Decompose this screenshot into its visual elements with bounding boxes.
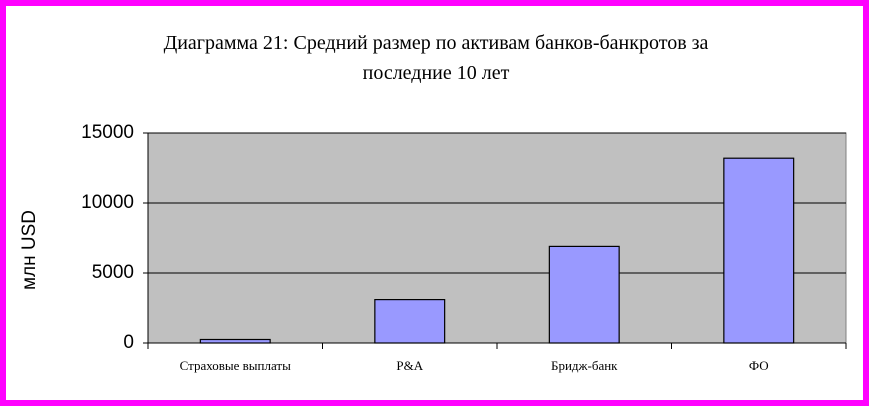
bar (548, 245, 620, 344)
y-tick-label: 15000 (81, 122, 134, 143)
bar (199, 338, 271, 344)
x-tick-label: Страховые выплаты (180, 358, 291, 373)
y-axis-label: млн USD (19, 210, 40, 290)
x-tick-label: Бридж-банк (551, 358, 618, 373)
chart-title: Диаграмма 21: Средний размер по активам … (163, 32, 709, 84)
x-tick-label: P&A (396, 358, 423, 373)
y-tick-label: 10000 (81, 192, 134, 213)
y-tick-label: 5000 (92, 262, 134, 283)
y-tick-label: 0 (123, 332, 134, 353)
x-tick-label: ФО (749, 358, 769, 373)
bar (374, 299, 446, 344)
bar (723, 157, 795, 344)
